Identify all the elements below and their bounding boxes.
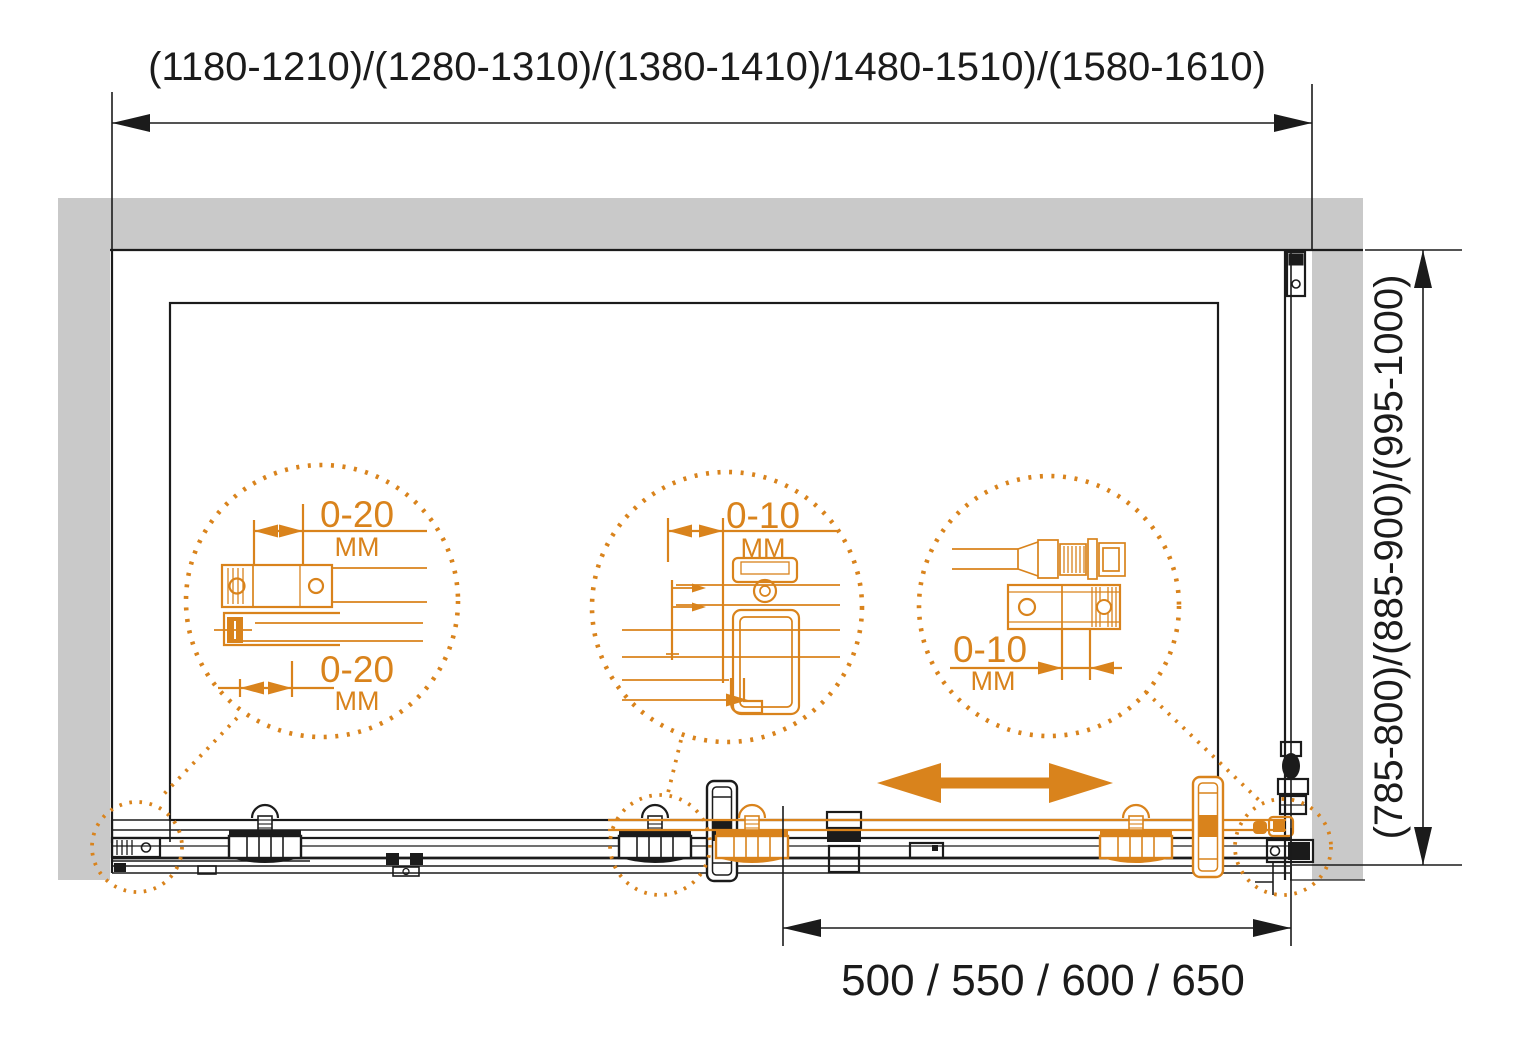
bottom-dim-arrow-right <box>1253 919 1291 937</box>
rail-foot-plate <box>392 866 420 877</box>
right-dimension-label: (785-800)/(885-900)/(995-1000) <box>1367 275 1411 840</box>
callout-right-dim-unit: MM <box>971 666 1016 696</box>
callout-left: 0-20 MM 0-20 MM <box>90 462 461 894</box>
bottom-dimension-label: 500 / 550 / 600 / 650 <box>841 956 1245 1005</box>
callout-right-target-circle <box>1233 797 1333 897</box>
callout-middle-circle <box>589 469 865 745</box>
left-lower-block <box>114 863 126 872</box>
handle-profile-orange <box>1191 775 1225 879</box>
callout-left-leader <box>159 716 239 799</box>
rail-slider-dot <box>932 845 938 851</box>
frame-outline <box>110 248 1363 843</box>
callout-left-dim2-unit: MM <box>335 686 380 716</box>
bottom-rail <box>110 810 1290 877</box>
bottom-bracket-screw <box>1269 845 1281 857</box>
callout-left-upper-bracket <box>220 563 334 609</box>
roller-black-middle <box>617 803 693 865</box>
callout-middle-body <box>731 608 801 716</box>
callout-right-dim-value: 0-10 <box>953 629 1027 670</box>
wall-left-strip <box>58 250 110 880</box>
wall-section <box>58 198 1365 881</box>
right-dimension: (785-800)/(885-900)/(995-1000) <box>1292 249 1462 866</box>
callout-left-dim2-value: 0-20 <box>320 649 394 690</box>
rail-hatch-block-2 <box>410 853 423 865</box>
bottom-stack-plate <box>1276 777 1310 796</box>
top-wall-bracket <box>1285 250 1307 298</box>
callout-left-dim1-value: 0-20 <box>320 494 394 535</box>
bottom-dimension: 500 / 550 / 600 / 650 <box>782 806 1292 1005</box>
left-wall-bracket <box>110 836 162 859</box>
rail-foot-screw <box>402 867 410 876</box>
callout-left-dim1-unit: MM <box>335 532 380 562</box>
callout-left-lower-bracket <box>222 611 340 647</box>
left-bracket-screw <box>140 842 152 853</box>
wall-top-band <box>58 198 1363 250</box>
fixed-panel-profile <box>1255 250 1315 895</box>
orange-end-connector-a <box>1253 821 1267 834</box>
top-wall-bracket-hatch <box>1288 253 1304 266</box>
right-dim-arrow-bottom <box>1414 827 1432 865</box>
orange-end-connector-b <box>1267 815 1295 838</box>
callout-right: 0-10 MM <box>916 473 1333 897</box>
callout-right-bracket <box>1006 583 1122 631</box>
top-dimension: (1180-1210)/(1280-1310)/(1380-1410)/1480… <box>111 45 1313 250</box>
rail-hatch-block-1 <box>386 853 399 865</box>
rail-slider-clip <box>908 841 945 860</box>
callout-middle: 0-10 MM <box>589 469 865 897</box>
callout-right-circle <box>916 473 1182 739</box>
mid-clip-block <box>827 830 861 842</box>
callout-middle-cap <box>731 556 799 584</box>
callout-left-target-circle <box>90 800 184 894</box>
roller-orange-right <box>1098 803 1174 865</box>
callout-left-circle <box>183 462 461 740</box>
top-dim-arrow-right <box>1274 114 1312 132</box>
callout-middle-leader <box>665 739 683 798</box>
roller-black-left <box>227 803 303 865</box>
slide-arrow-right-head <box>1049 763 1113 803</box>
bottom-bracket-block <box>1288 842 1310 860</box>
slide-arrow-left-head <box>877 763 941 803</box>
callout-right-leader <box>1144 690 1265 806</box>
wall-right-strip <box>1312 250 1363 880</box>
top-dim-arrow-left <box>112 114 150 132</box>
right-dim-arrow-top <box>1414 250 1432 288</box>
top-dimension-label: (1180-1210)/(1280-1310)/(1380-1410)/1480… <box>148 45 1266 89</box>
bottom-stack-knob <box>1282 753 1300 779</box>
top-bracket-screw <box>1291 279 1301 289</box>
orange-end-connector-c <box>1273 821 1285 832</box>
bottom-corner-bracket <box>1265 838 1315 864</box>
callout-middle-dim-value: 0-10 <box>726 495 800 536</box>
callout-middle-target-circle <box>608 793 712 897</box>
bottom-dim-arrow-left <box>783 919 821 937</box>
left-lower-clip <box>197 865 217 875</box>
slide-direction-arrow <box>877 763 1113 803</box>
